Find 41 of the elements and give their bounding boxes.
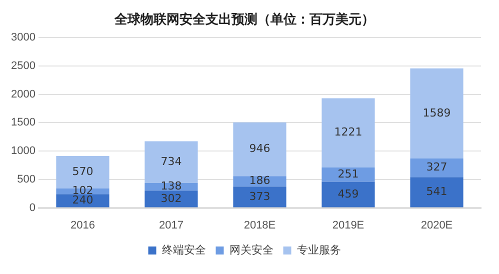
bar (322, 182, 375, 208)
bar (322, 168, 375, 182)
data-label: 1589 (422, 106, 451, 120)
x-tick-label: 2019E (332, 219, 364, 232)
data-label: 186 (249, 174, 270, 188)
y-tick-label: 0 (29, 202, 36, 214)
y-tick-label: 2500 (10, 60, 36, 72)
legend-label: 专业服务 (296, 244, 341, 257)
bar (233, 122, 286, 176)
y-tick-label: 500 (17, 173, 36, 186)
data-label: 302 (160, 192, 182, 205)
legend-label: 网关安全 (229, 244, 274, 257)
y-tick-label: 1000 (10, 145, 36, 158)
data-label: 541 (426, 185, 448, 198)
x-tick-label: 2016 (70, 219, 95, 232)
y-tick-label: 1500 (10, 116, 36, 129)
data-label: 373 (249, 190, 270, 203)
data-label: 138 (160, 180, 182, 193)
x-tick-label: 2020E (420, 219, 453, 232)
data-label: 734 (160, 154, 182, 168)
data-label: 459 (338, 187, 359, 200)
data-label: 251 (338, 168, 359, 180)
bar (144, 190, 198, 208)
chart-title: 全球物联网安全支出预测（单位：百万美元） (114, 11, 374, 26)
x-tick-label: 2018E (244, 219, 276, 232)
bar (410, 158, 464, 178)
legend-label: 终端安全 (162, 244, 206, 257)
bar (410, 177, 464, 208)
y-tick-label: 2000 (10, 88, 36, 100)
data-label: 1221 (334, 126, 362, 139)
bar (410, 68, 464, 159)
bar (322, 98, 375, 168)
y-tick-label: 3000 (10, 32, 36, 44)
data-label: 327 (426, 160, 448, 174)
bar (233, 186, 286, 208)
bar (56, 194, 110, 208)
bar (144, 141, 198, 183)
data-label: 570 (72, 165, 94, 178)
x-tick-label: 2017 (158, 219, 184, 232)
data-label: 946 (249, 142, 270, 156)
data-label: 240 (72, 194, 94, 207)
